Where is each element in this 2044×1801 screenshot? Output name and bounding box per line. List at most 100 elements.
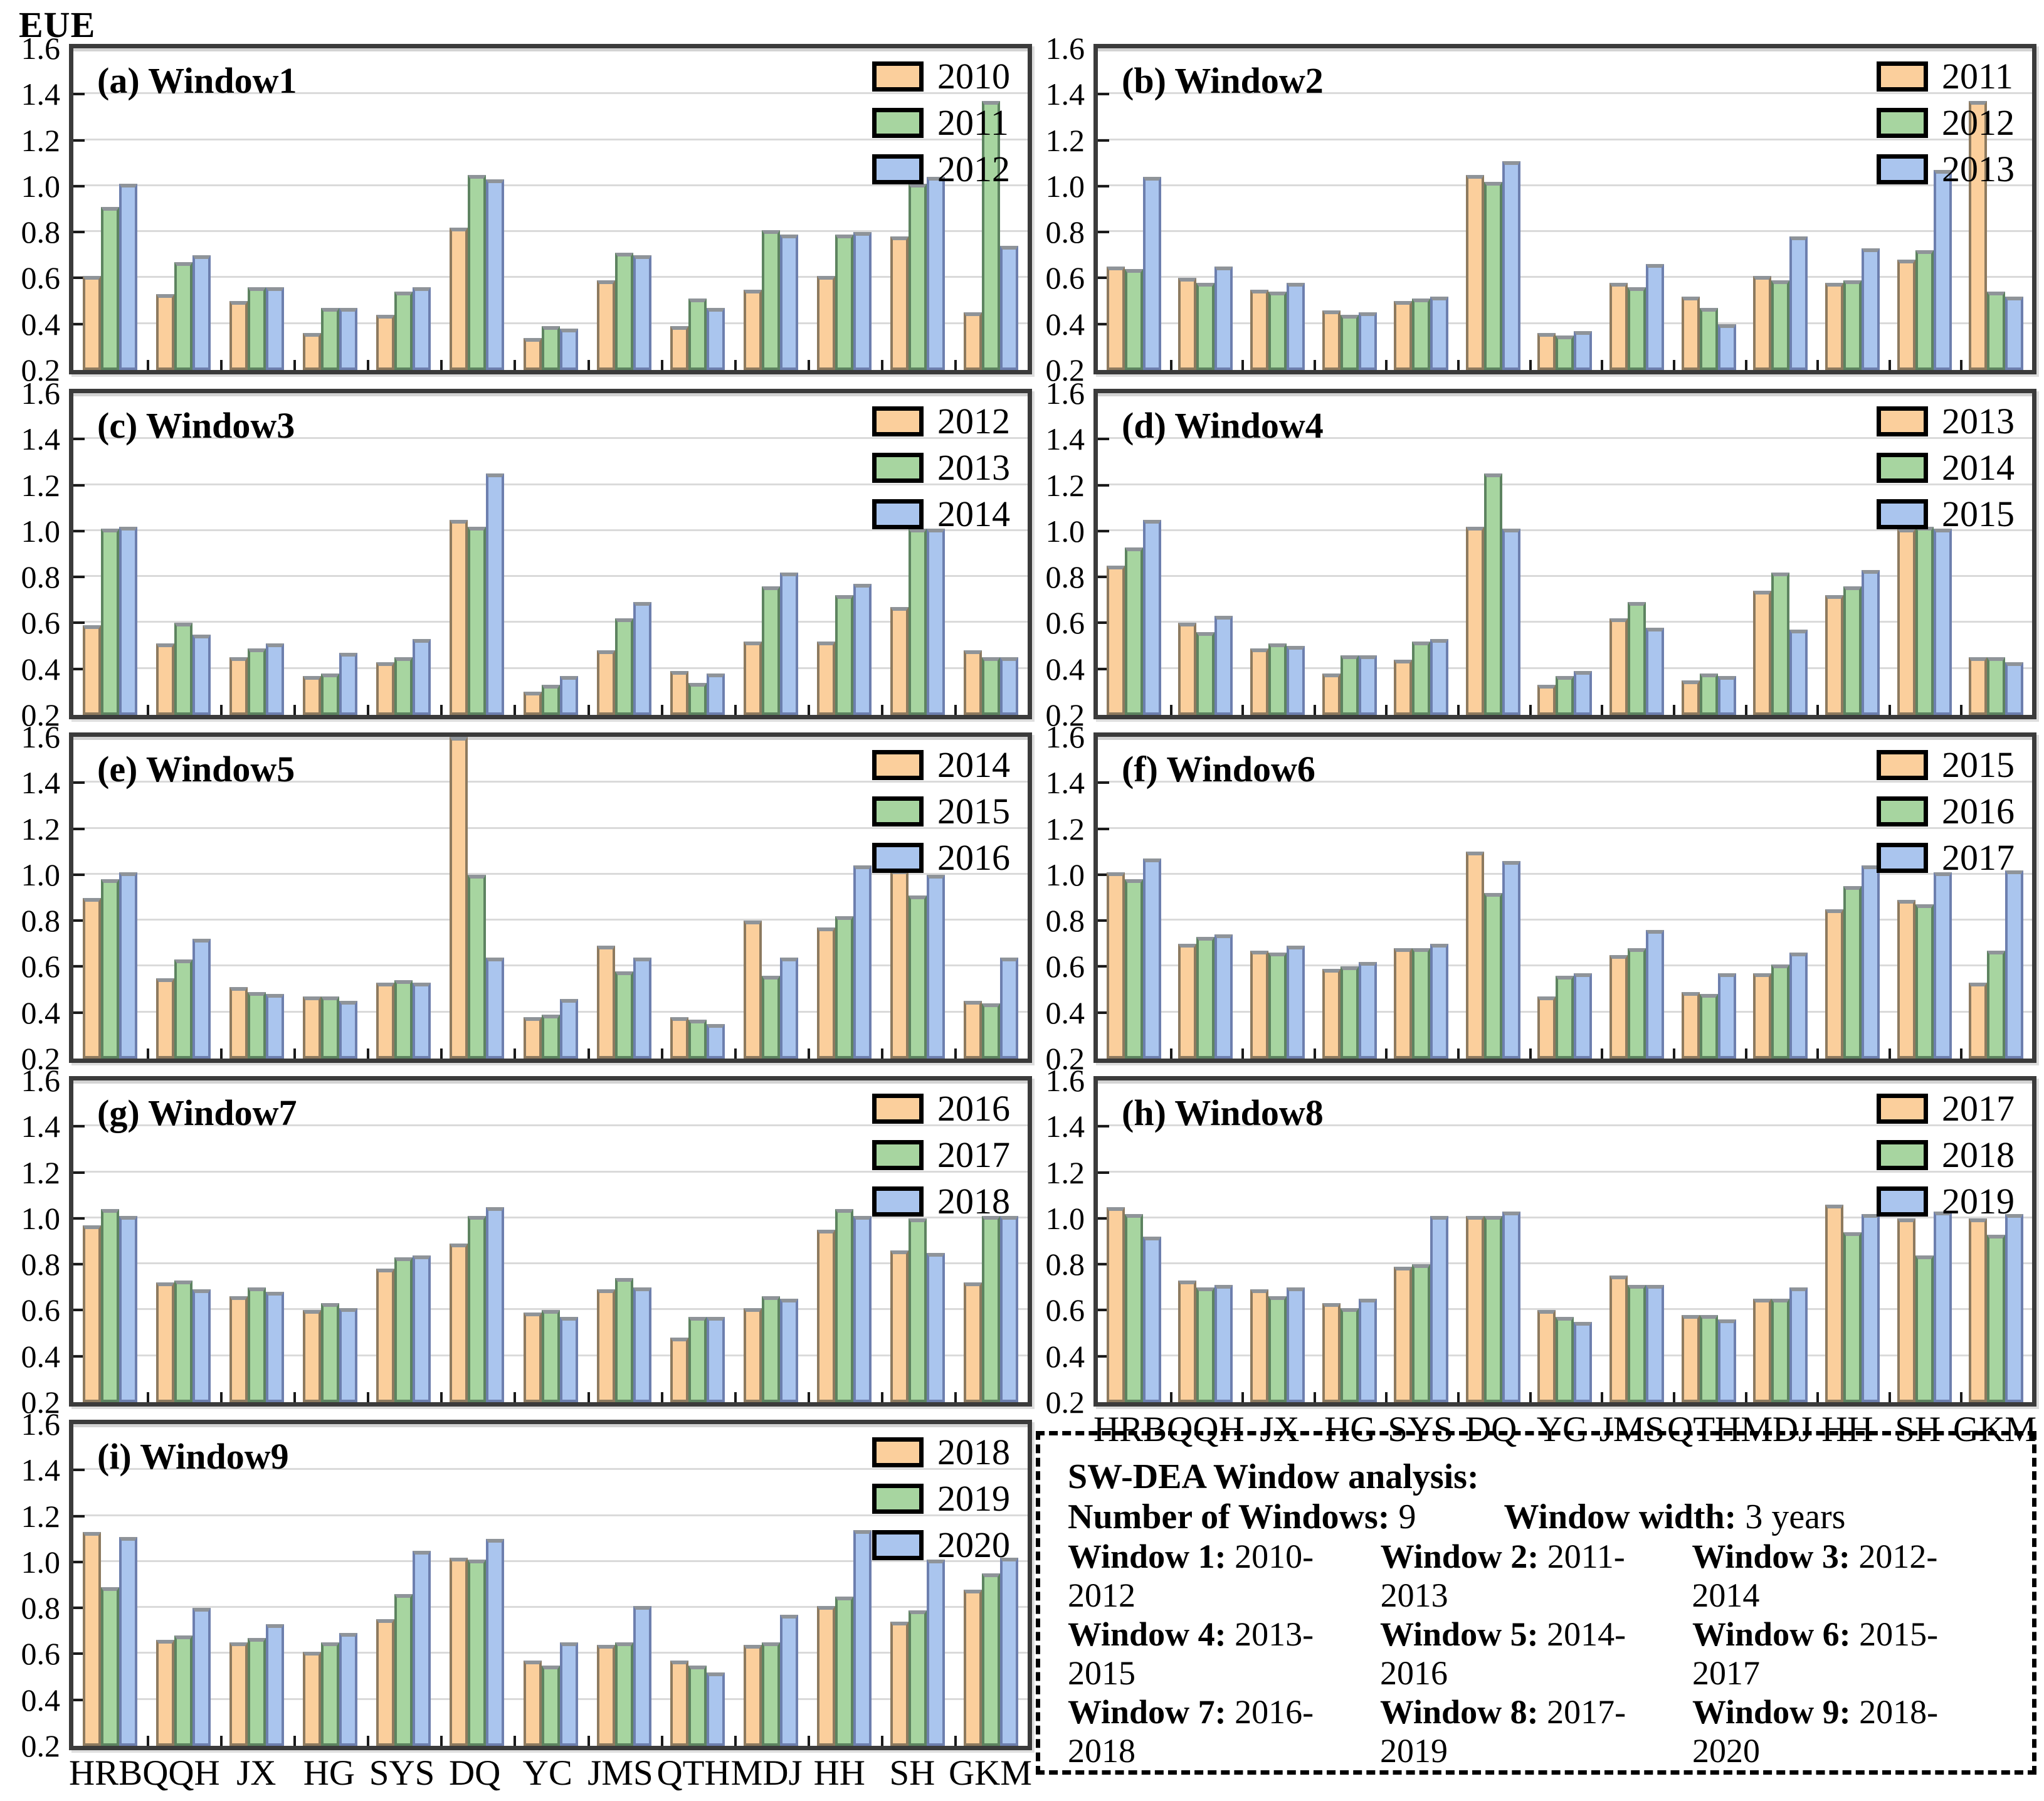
bar-group-qth [661, 737, 734, 1059]
bar [1717, 675, 1736, 715]
x-tick [514, 1048, 517, 1059]
y-tick [1098, 438, 1109, 441]
info-box-row-1: Window 1: 2010-2012 Window 2: 2011-2013 … [1068, 1537, 2004, 1615]
bar [779, 957, 798, 1059]
bar-group-hh [808, 1080, 881, 1402]
y-tick-label: 0.6 [21, 260, 61, 296]
bar [559, 675, 578, 715]
y-tick-label: 0.6 [21, 949, 61, 985]
y-tick-label: 1.0 [21, 168, 61, 204]
gridline [73, 872, 1028, 875]
x-tick [1744, 1392, 1747, 1402]
y-tick-label: 0.4 [1045, 651, 1085, 687]
bar-group-gkm [1960, 393, 2032, 715]
bars-layer [1098, 393, 2032, 715]
bar [1287, 1287, 1305, 1402]
x-tick [807, 360, 810, 370]
x-tick [954, 1048, 957, 1059]
bar [1322, 673, 1341, 715]
bar [1142, 177, 1161, 370]
y-tick [1098, 576, 1109, 579]
bar-group-sh [1889, 393, 1961, 715]
bar [614, 1642, 633, 1746]
bar [779, 1615, 798, 1746]
y-tick-label: 1.0 [1045, 168, 1085, 204]
bar-group-sys [367, 48, 440, 370]
bar [1124, 879, 1143, 1059]
bar [1340, 966, 1359, 1059]
bar [743, 1644, 762, 1746]
bar-group-qth [661, 1424, 734, 1746]
bar [1843, 1232, 1862, 1402]
bar [1268, 292, 1287, 370]
x-tick [1888, 360, 1891, 370]
bar-group-jms [587, 1080, 661, 1402]
legend-swatch-2011 [1877, 61, 1928, 92]
bar [1268, 953, 1287, 1059]
legend-swatch-2010 [872, 61, 924, 92]
y-tick [73, 1652, 85, 1656]
bar [853, 584, 872, 715]
bar [450, 519, 468, 715]
bar-group-qth [1673, 737, 1745, 1059]
window-range: Window 8: 2017-2019 [1380, 1693, 1692, 1770]
window-value: 2012-2014 [1692, 1538, 1938, 1614]
bar-group-gkm [1960, 1080, 2032, 1402]
bar [596, 1289, 615, 1402]
legend-year: 2013 [1942, 149, 2015, 189]
bar-group-hh [1816, 737, 1889, 1059]
bar-group-jx [1241, 737, 1314, 1059]
bar [1178, 943, 1197, 1059]
panel-title: (c) Window3 [97, 405, 295, 446]
bar [779, 234, 798, 370]
legend-swatch-2018 [872, 1186, 924, 1217]
bar [156, 294, 175, 370]
legend-year: 2015 [1942, 744, 2015, 785]
bar [413, 1550, 431, 1746]
bar [1412, 641, 1431, 715]
bar [963, 1589, 982, 1746]
bar [1969, 101, 1988, 370]
legend-item: 2011 [1877, 58, 2015, 95]
x-tick [1960, 1048, 1963, 1059]
x-tick [1672, 360, 1675, 370]
bars-layer [73, 48, 1028, 370]
bar [1142, 858, 1161, 1059]
y-tick-label: 1.2 [1045, 1154, 1085, 1190]
bar [890, 1622, 909, 1746]
panel-title: (d) Window4 [1122, 405, 1324, 446]
gridline [1098, 437, 2032, 440]
bar [1106, 267, 1125, 370]
x-tick-label-hg: HG [303, 1753, 356, 1793]
bar [321, 996, 340, 1059]
x-tick [587, 1048, 590, 1059]
bar [229, 301, 248, 370]
x-tick [220, 360, 223, 370]
legend-item: 2014 [872, 747, 1010, 783]
gridline [1098, 872, 2032, 875]
window-value: 2013-2015 [1068, 1615, 1314, 1692]
legend-swatch-2012 [872, 406, 924, 436]
x-tick [1385, 1048, 1388, 1059]
bar-group-jx [1241, 1080, 1314, 1402]
bar [339, 1307, 358, 1402]
bar [688, 1317, 707, 1402]
x-tick [734, 1048, 737, 1059]
legend-year: 2016 [937, 1088, 1010, 1129]
x-tick-label-sys: SYS [1388, 1410, 1453, 1449]
legend-swatch-2015 [872, 796, 924, 827]
bar [614, 1278, 633, 1402]
gridline [1098, 919, 2032, 921]
bar [1268, 1296, 1287, 1402]
x-tick [367, 360, 370, 370]
bar [486, 1207, 505, 1402]
y-axis-tick-labels: 0.2 0.4 0.6 0.8 1.0 1.2 1.4 1.6 [1036, 721, 1093, 1074]
bar [376, 983, 395, 1059]
x-tick [147, 360, 150, 370]
gridline [73, 184, 1028, 186]
window-range: Window 3: 2012-2014 [1692, 1537, 2004, 1615]
gridline [1098, 667, 2032, 669]
y-tick-label: 0.4 [21, 651, 61, 687]
y-tick-label: 1.0 [21, 857, 61, 892]
bar-group-sh [881, 393, 954, 715]
